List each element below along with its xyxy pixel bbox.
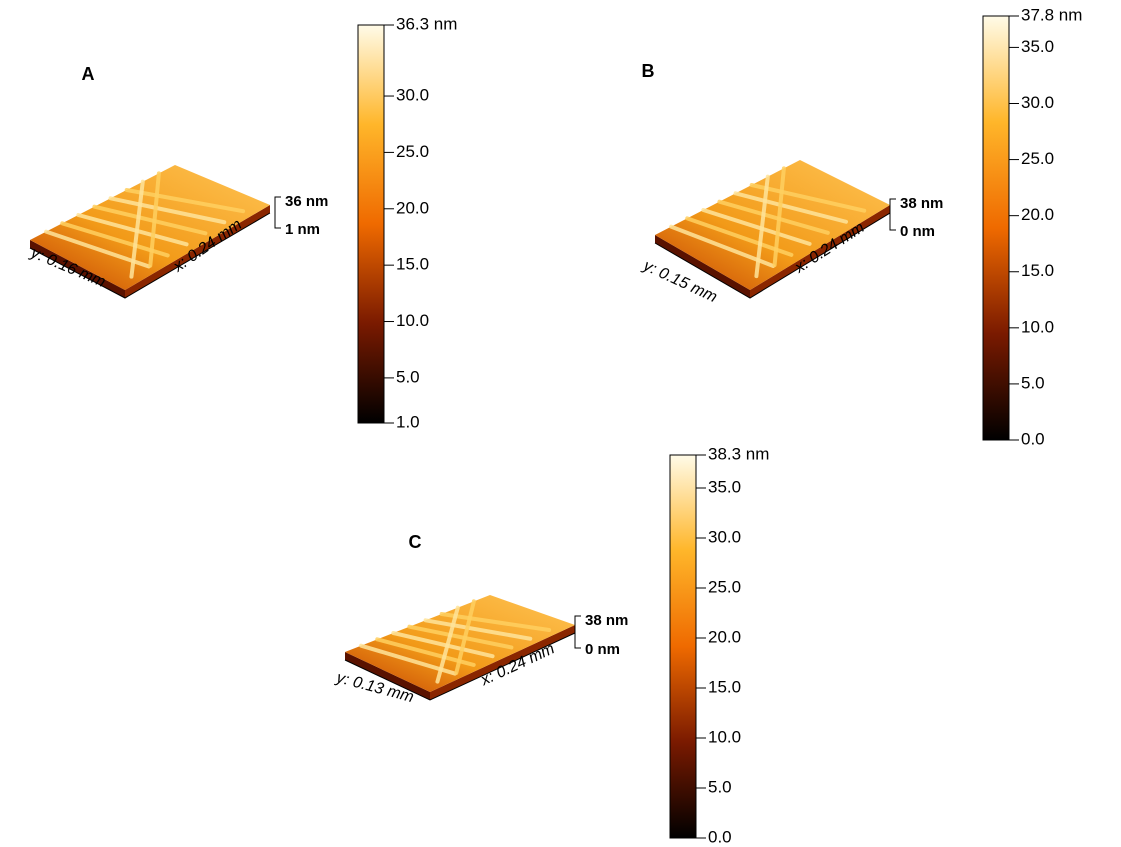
colorbar-tick-label: 5.0 [1021,373,1045,392]
surface-axes [654,212,891,299]
surface-side [30,240,125,298]
colorbar-tick-label: 15.0 [708,677,741,696]
fiber [124,188,246,214]
fiber [772,166,786,268]
fiber [701,208,812,246]
fiber [391,631,495,659]
panel-label: A [82,64,95,84]
z-top-label: 38 nm [900,195,943,212]
surface-axes [29,212,271,299]
afm-surface [655,160,890,290]
colorbar-tick-label: 25.0 [396,142,429,161]
colorbar-tick-label: 0.0 [1021,429,1045,448]
z-bracket [889,198,896,231]
colorbar-tick-label: 30.0 [1021,93,1054,112]
fiber [754,174,770,279]
colorbar-max-label: 37.8 nm [1021,5,1082,24]
fiber [76,213,189,247]
colorbar-tick-label: 35.0 [1021,37,1054,56]
z-bottom-label: 0 nm [900,223,935,240]
fiber [717,199,830,235]
colorbar-tick-label: 15.0 [396,255,429,274]
z-bottom-label: 1 nm [285,221,320,238]
colorbar-max-label: 36.3 nm [396,14,457,33]
surface-side [345,652,430,700]
afm-surface [345,595,575,692]
z-top-label: 36 nm [285,193,328,210]
colorbar-tick-label: 5.0 [708,777,732,796]
colorbar-tick-label: 20.0 [1021,205,1054,224]
panel-label: B [642,61,655,81]
colorbar-max-label: 38.3 nm [708,444,769,463]
colorbar-tick-label: 5.0 [396,367,420,386]
colorbar-tick-label: 35.0 [708,477,741,496]
colorbar-tick-label: 15.0 [1021,261,1054,280]
fiber [454,599,476,675]
colorbar-tick-label: 10.0 [708,727,741,746]
surface-side [430,625,575,700]
colorbar [982,15,1010,441]
surface-axes [344,632,576,701]
surface-side [750,205,890,298]
fiber [685,216,794,257]
colorbar-tick-label: 25.0 [1021,149,1054,168]
colorbar-tick-label: 30.0 [396,86,429,105]
fiber [749,183,867,213]
colorbar-tick-label: 10.0 [1021,317,1054,336]
z-bottom-label: 0 nm [585,641,620,658]
colorbar [357,24,385,424]
colorbar-tick-label: 20.0 [708,627,741,646]
fiber [669,224,776,268]
fiber [407,624,514,650]
surface-side [125,205,270,298]
fiber [423,618,533,641]
colorbar-tick-label: 20.0 [396,198,429,217]
colorbar-tick-label: 10.0 [396,311,429,330]
colorbar-tick-label: 25.0 [708,577,741,596]
colorbar-tick-label: 0.0 [708,827,732,846]
z-bracket [274,196,281,229]
colorbar [669,454,697,839]
colorbar-tick-label: 1.0 [396,412,420,431]
fiber [435,605,460,684]
surface-side [655,235,750,298]
fiber [148,171,161,268]
z-top-label: 38 nm [585,612,628,629]
fiber [129,179,145,279]
panel-label: C [409,532,422,552]
fiber [439,612,552,633]
colorbar-tick-label: 30.0 [708,527,741,546]
fiber [108,196,227,225]
fiber [733,191,848,224]
fiber [92,204,208,236]
afm-surface [30,165,270,290]
z-bracket [574,615,581,649]
